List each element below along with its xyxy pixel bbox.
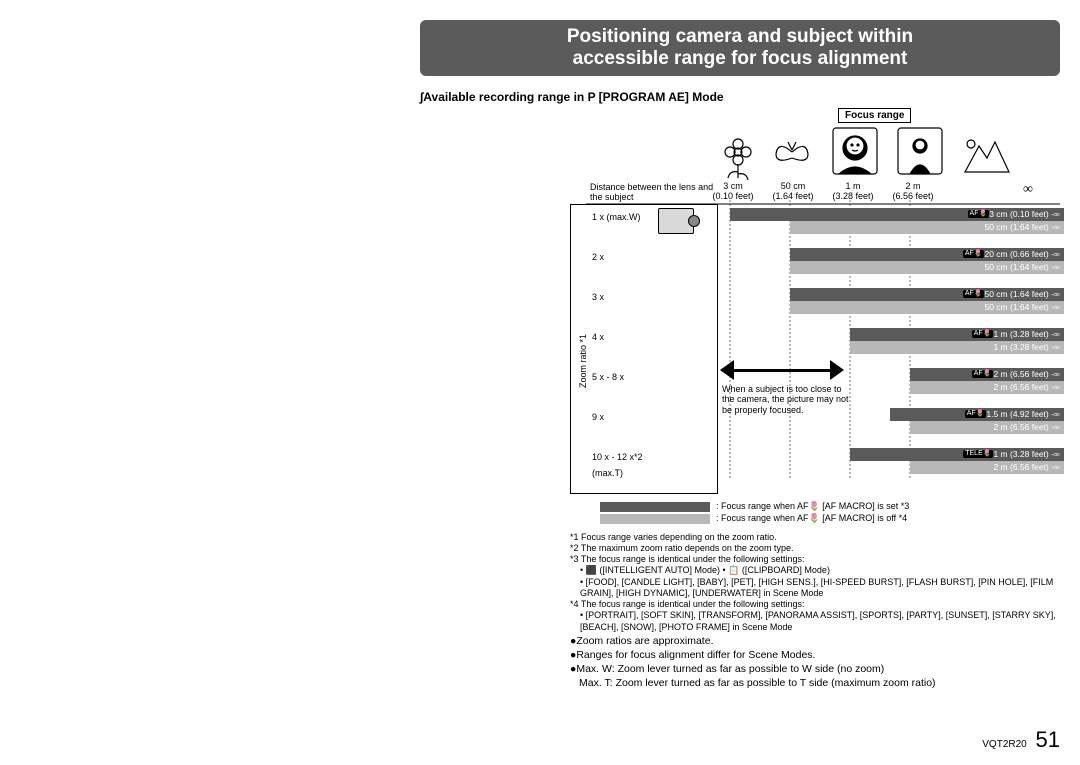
range-bar: 2 m (6.56 feet) - ∞ (910, 381, 1064, 394)
title-line-1: Positioning camera and subject within (432, 26, 1048, 48)
title-line-2: accessible range for focus alignment (432, 48, 1048, 70)
range-bar: AF🌷 3 cm (0.10 feet) - ∞ (730, 208, 1064, 221)
section-heading: ∫Available recording range in P [PROGRAM… (420, 90, 1060, 104)
zoom-row-label: 1 x (max.W) (592, 212, 641, 222)
range-bar: 1 m (3.28 feet) - ∞ (850, 341, 1064, 354)
zoom-row-label: 3 x (592, 292, 604, 302)
zoom-row-label: 9 x (592, 412, 604, 422)
page-number: 51 (1036, 727, 1060, 752)
page-footer: VQT2R20 51 (982, 727, 1060, 753)
doc-id: VQT2R20 (982, 739, 1026, 750)
zoom-axis-label: Zoom ratio *1 (578, 334, 588, 388)
range-bar: AF🌷 50 cm (1.64 feet) - ∞ (790, 288, 1064, 301)
zoom-ratio-column (570, 204, 718, 494)
zoom-row-label: 2 x (592, 252, 604, 262)
page-title: Positioning camera and subject within ac… (420, 20, 1060, 76)
legend-bar-off (600, 514, 710, 524)
legend-bar-on (600, 502, 710, 512)
zoom-row-label: 5 x - 8 x (592, 372, 624, 382)
range-bar: AF🌷 1 m (3.28 feet) - ∞ (850, 328, 1064, 341)
zoom-row-label: 4 x (592, 332, 604, 342)
range-bar: AF🌷 1.5 m (4.92 feet) - ∞ (890, 408, 1064, 421)
legend-off: : Focus range when AF🌷 [AF MACRO] is off… (716, 513, 907, 524)
range-bar: 50 cm (1.64 feet) - ∞ (790, 221, 1064, 234)
arrow-line (732, 369, 832, 372)
range-bar: 50 cm (1.64 feet) - ∞ (790, 261, 1064, 274)
legend-on: : Focus range when AF🌷 [AF MACRO] is set… (716, 501, 909, 512)
camera-icon (658, 208, 694, 234)
arrow-right-icon (830, 360, 844, 380)
range-bar: AF🌷 20 cm (0.66 feet) - ∞ (790, 248, 1064, 261)
zoom-row-label: 10 x - 12 x*2 (592, 452, 643, 462)
zoom-row-label: (max.T) (592, 468, 623, 478)
range-bar: TELE🌷 1 m (3.28 feet) - ∞ (850, 448, 1064, 461)
range-bar: 2 m (6.56 feet) - ∞ (910, 461, 1064, 474)
close-subject-note: When a subject is too close to the camer… (722, 384, 892, 416)
footnotes: *1 Focus range varies depending on the z… (570, 532, 1060, 633)
range-bar: AF🌷 2 m (6.56 feet) - ∞ (910, 368, 1064, 381)
focus-range-chart: Focus range (420, 108, 1060, 668)
range-bar: 50 cm (1.64 feet) - ∞ (790, 301, 1064, 314)
range-bar: 2 m (6.56 feet) - ∞ (910, 421, 1064, 434)
manual-page: Positioning camera and subject within ac… (420, 20, 1060, 668)
note-bullets: ●Zoom ratios are approximate. ●Ranges fo… (570, 634, 1060, 691)
